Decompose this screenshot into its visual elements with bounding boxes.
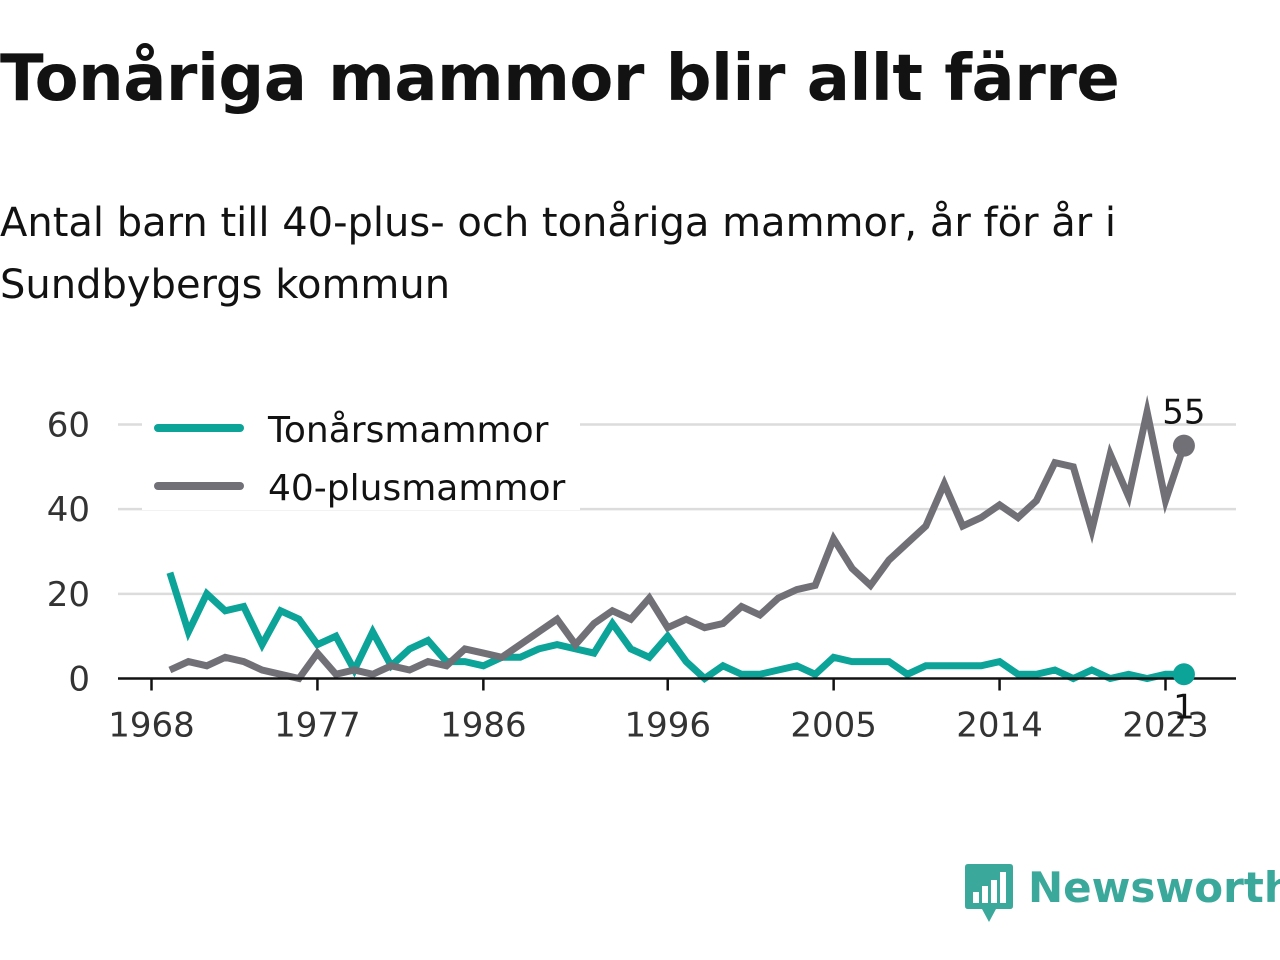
- brand-name: Newsworthy: [1028, 863, 1280, 912]
- x-tick-label-1996: 1996: [624, 706, 711, 746]
- x-tick-label-1986: 1986: [440, 706, 527, 746]
- x-tick-label-2014: 2014: [956, 706, 1043, 746]
- series-line-forty: [168, 394, 1188, 683]
- chart-subtitle: Antal barn till 40-plus- och tonåriga ma…: [0, 200, 1117, 308]
- end-label-forty: 55: [1162, 393, 1205, 433]
- legend-label-teen: Tonårsmammor: [267, 410, 549, 451]
- y-tick-label-60: 60: [47, 406, 90, 446]
- y-tick-label-20: 20: [47, 575, 90, 615]
- x-tick-label-1977: 1977: [274, 706, 361, 746]
- series-lines: [166, 394, 1188, 683]
- legend: Tonårsmammor 40-plusmammor: [154, 410, 566, 509]
- series-line-teen: [166, 571, 1184, 683]
- y-tick-label-0: 0: [68, 660, 90, 700]
- legend-background: [142, 402, 580, 510]
- legend-label-forty: 40-plusmammor: [268, 468, 566, 509]
- chart-title: Tonåriga mammor blir allt färre: [0, 42, 1120, 116]
- end-label-teen: 1: [1173, 687, 1195, 727]
- end-marker-teen: [1172, 663, 1195, 686]
- x-tick-label-1968: 1968: [108, 706, 195, 746]
- y-tick-label-40: 40: [47, 490, 90, 530]
- end-marker-forty: [1172, 434, 1195, 457]
- brand-logo: Newsworthy: [964, 862, 1280, 926]
- end-markers: 1 55: [1162, 393, 1205, 728]
- y-axis-tick-labels: 0 20 40 60: [47, 406, 90, 700]
- bar-chart-speech-bubble-icon: [965, 864, 1013, 922]
- x-axis-ticks: 1968 1977 1986 1996 2005 2014 2023: [108, 678, 1209, 746]
- x-tick-label-2023: 2023: [1122, 706, 1209, 746]
- x-tick-label-2005: 2005: [790, 706, 877, 746]
